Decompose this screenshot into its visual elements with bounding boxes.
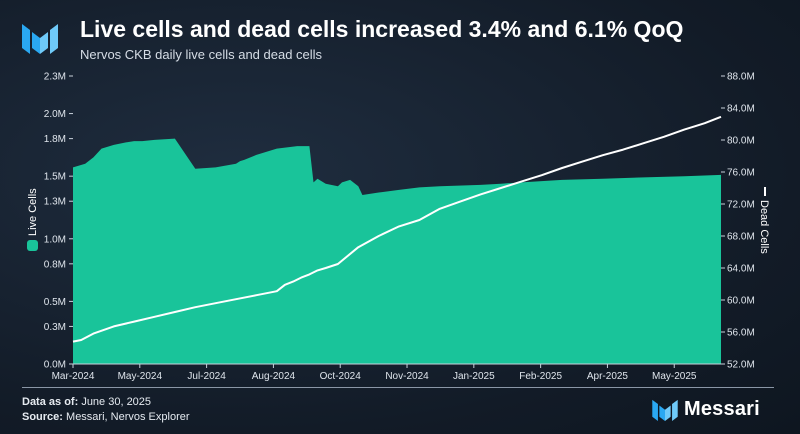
left-axis-title-text: Live Cells: [27, 188, 39, 236]
left-tick-label: 0.5M: [44, 297, 66, 308]
left-axis-title: Live Cells: [27, 188, 39, 251]
right-tick-label: 52.0M: [727, 360, 755, 371]
brand-name: Messari: [684, 397, 760, 420]
chart-subtitle: Nervos CKB daily live cells and dead cel…: [80, 47, 323, 62]
left-tick-label: 0.3M: [44, 322, 66, 333]
x-tick-label: Apr-2025: [587, 371, 629, 382]
right-tick-label: 60.0M: [727, 296, 755, 307]
live-cells-area: [73, 138, 721, 364]
x-tick-label: Oct-2024: [320, 371, 362, 382]
right-tick-label: 56.0M: [727, 328, 755, 339]
source-line: Source: Messari, Nervos Explorer: [22, 411, 190, 423]
left-tick-label: 1.3M: [44, 197, 66, 208]
x-tick-label: Feb-2025: [519, 371, 562, 382]
x-tick-label: Jul-2024: [187, 371, 226, 382]
left-tick-label: 1.0M: [44, 234, 66, 245]
right-tick-label: 72.0M: [727, 200, 755, 211]
source-label: Source:: [22, 411, 63, 423]
left-tick-label: 1.5M: [44, 172, 66, 183]
x-tick-label: Mar-2024: [52, 371, 95, 382]
right-tick-label: 84.0M: [727, 104, 755, 115]
x-tick-label: May-2025: [652, 371, 697, 382]
left-tick-label: 0.8M: [44, 259, 66, 270]
dead-cells-line: [72, 115, 722, 343]
data-as-of: Data as of: June 30, 2025: [22, 396, 151, 408]
right-tick-label: 64.0M: [727, 264, 755, 275]
left-tick-label: 1.8M: [44, 134, 66, 145]
footer-divider: [22, 387, 774, 388]
x-tick-label: Nov-2024: [385, 371, 429, 382]
data-as-of-value: June 30, 2025: [81, 396, 152, 408]
right-tick-label: 88.0M: [727, 72, 755, 83]
left-tick-label: 2.3M: [44, 72, 66, 83]
right-axis-title-text: Dead Cells: [758, 200, 770, 254]
right-tick-label: 76.0M: [727, 168, 755, 179]
data-as-of-label: Data as of:: [22, 396, 79, 408]
right-tick-label: 68.0M: [727, 232, 755, 243]
x-tick-label: May-2024: [118, 371, 163, 382]
right-axis-title: Dead Cells: [758, 187, 770, 254]
x-tick-label: Jan-2025: [453, 371, 495, 382]
left-tick-label: 2.0M: [44, 109, 66, 120]
left-tick-label: 0.0M: [44, 360, 66, 371]
messari-brand-icon: [652, 399, 678, 421]
source-value: Messari, Nervos Explorer: [66, 411, 190, 423]
brand: Messari: [652, 397, 760, 421]
chart-title: Live cells and dead cells increased 3.4%…: [80, 16, 684, 42]
right-tick-label: 80.0M: [727, 136, 755, 147]
messari-logo-icon: [22, 24, 58, 54]
x-tick-label: Aug-2024: [252, 371, 296, 382]
live-cells-legend-swatch: [27, 240, 38, 251]
